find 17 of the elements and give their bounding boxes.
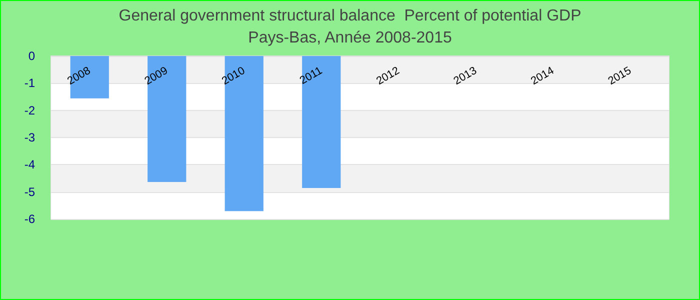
y-tick-label: -2: [24, 103, 36, 118]
x-tick-label: 2011: [298, 64, 324, 88]
y-tick-label: -1: [24, 76, 36, 90]
x-tick-label: 2008: [65, 64, 93, 88]
x-tick-label: 2013: [452, 64, 479, 88]
x-tick-label: 2012: [374, 64, 402, 88]
y-tick-label: -3: [24, 130, 36, 144]
x-tick-label: 2015: [606, 64, 634, 88]
y-tick-label: -6: [24, 212, 36, 226]
chart-title: General government structural balance Percent of potential GDP: [118, 8, 582, 24]
x-tick-label: 2014: [528, 64, 556, 88]
chart-subtitle: Pays-Bas, Année 2008-2015: [248, 30, 452, 46]
x-tick-label: 2009: [142, 64, 170, 88]
y-tick-label: -4: [24, 158, 36, 172]
y-tick-label: -5: [24, 184, 36, 199]
y-tick-label: 0: [28, 49, 36, 63]
x-tick-label: 2010: [220, 64, 248, 88]
